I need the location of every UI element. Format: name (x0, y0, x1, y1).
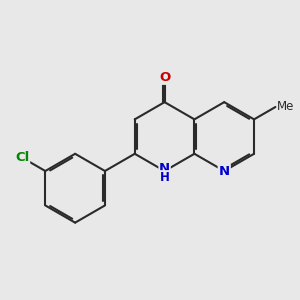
Text: O: O (159, 71, 170, 84)
Text: N: N (159, 162, 170, 175)
Text: H: H (160, 171, 170, 184)
Text: Me: Me (277, 100, 295, 113)
Text: N: N (219, 164, 230, 178)
Text: Cl: Cl (15, 151, 29, 164)
